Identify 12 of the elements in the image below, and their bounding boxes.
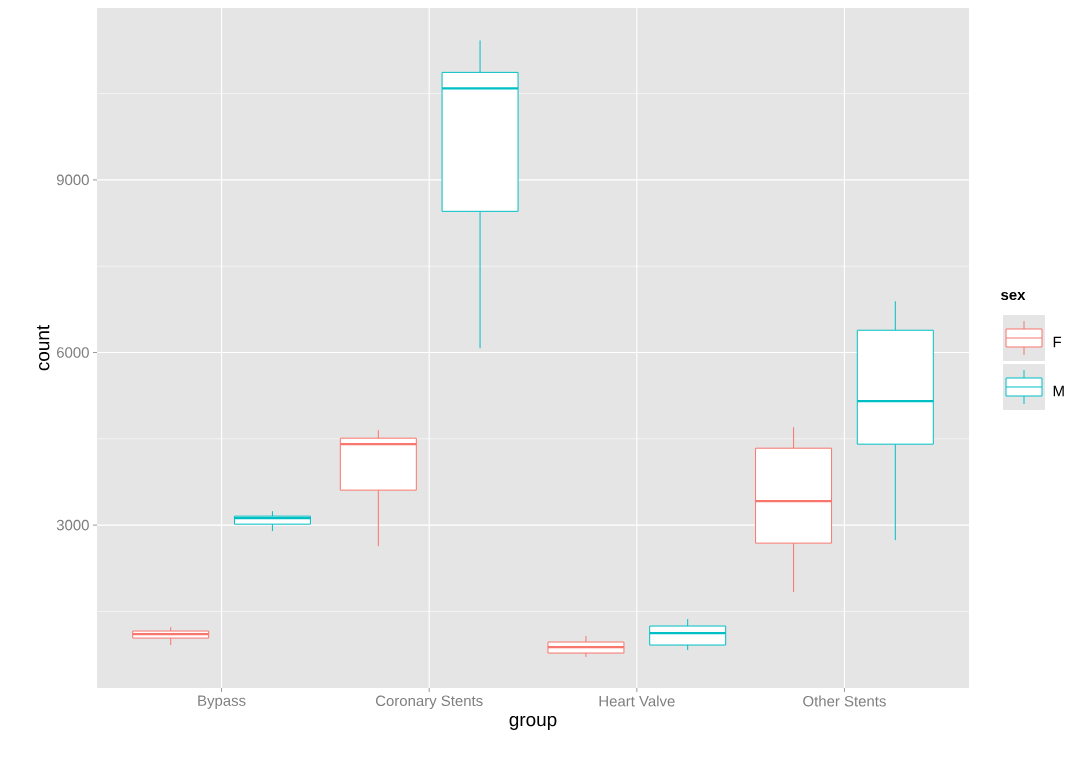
y-axis-title: count: [36, 324, 50, 371]
y-tick-label: 3000: [56, 519, 89, 531]
x-tick-label: Other Stents: [803, 695, 886, 707]
legend-label: M: [1053, 385, 1064, 397]
y-tick-label: 9000: [56, 174, 89, 186]
y-tick-label: 6000: [57, 347, 89, 358]
x-tick-label: Bypass: [198, 695, 246, 709]
legend-label: F: [1053, 336, 1062, 348]
legend-title: sex: [1001, 291, 1026, 301]
x-tick-label: Coronary Stents: [375, 695, 483, 710]
x-tick-label: Heart Valve: [599, 695, 675, 707]
x-axis-title: group: [509, 715, 557, 730]
